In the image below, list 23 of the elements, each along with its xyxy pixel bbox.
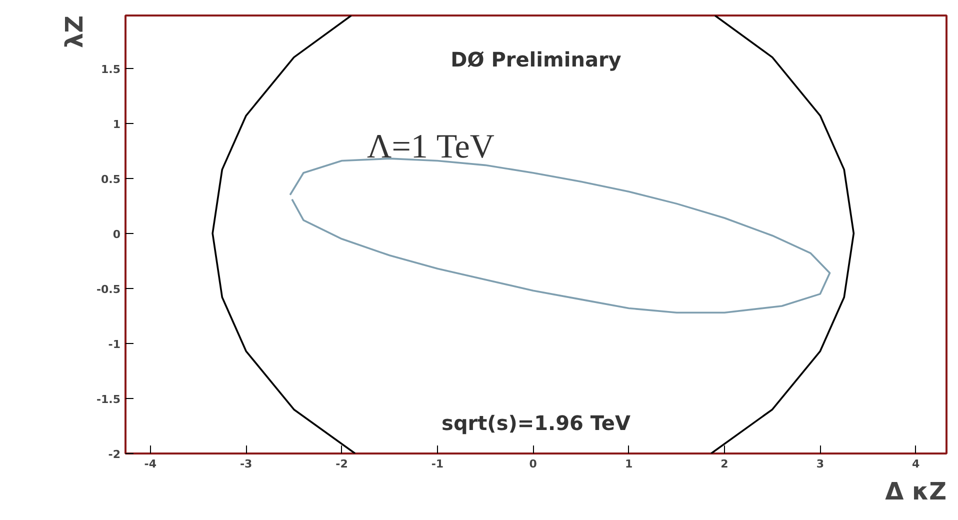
x-tick-label: -3 bbox=[240, 458, 252, 470]
y-tick-label: -1 bbox=[108, 338, 121, 351]
annotation: sqrt(s)=1.96 TeV bbox=[442, 410, 631, 435]
x-axis-title: Δ κZ bbox=[885, 478, 947, 506]
x-tick-label: -4 bbox=[144, 458, 157, 470]
y-tick-label: -1.5 bbox=[96, 392, 121, 406]
x-tick-label: -1 bbox=[431, 458, 444, 470]
y-tick-label: -0.5 bbox=[96, 282, 121, 296]
y-axis-title: λZ bbox=[60, 15, 88, 48]
y-tick-label: -2 bbox=[108, 448, 121, 461]
y-tick-label: 1 bbox=[112, 118, 120, 131]
x-tick-label: 2 bbox=[720, 458, 728, 470]
y-tick-label: 1.5 bbox=[101, 62, 121, 76]
line-series bbox=[289, 158, 831, 314]
x-tick-label: 3 bbox=[816, 458, 824, 470]
x-tick-label: 0 bbox=[529, 458, 538, 470]
annotation: Λ=1 TeV bbox=[367, 128, 495, 166]
x-tick-label: 1 bbox=[624, 458, 633, 470]
y-tick-label: 0.5 bbox=[101, 172, 121, 186]
x-tick-label: 4 bbox=[912, 458, 920, 470]
y-tick-label: 0 bbox=[112, 228, 121, 241]
annotation: DØ Preliminary bbox=[450, 47, 622, 72]
x-tick-label: -2 bbox=[336, 458, 348, 470]
